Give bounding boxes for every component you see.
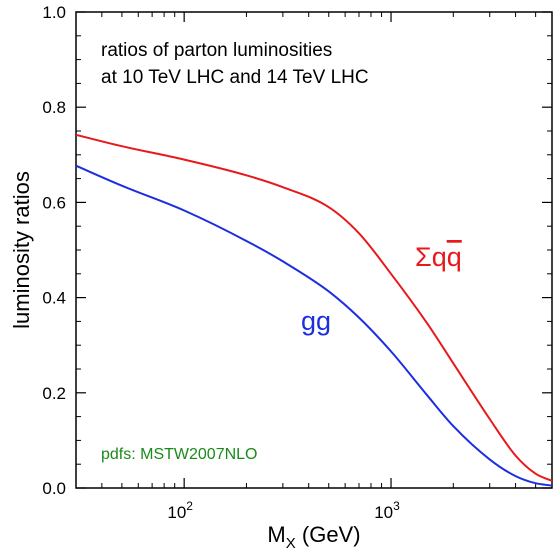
- series-label-gg: gg: [301, 306, 331, 336]
- x-tick-labels: 102 103: [167, 499, 400, 522]
- series-line-qqbar: [75, 133, 553, 482]
- y-tick-label: 1.0: [42, 3, 66, 22]
- x-tick-label: 103: [374, 499, 400, 522]
- x-axis-title-sub: X: [286, 535, 296, 552]
- y-tick-label: 0.0: [42, 479, 66, 498]
- x-axis-title-main: M: [267, 522, 285, 547]
- x-axis-title: MX (GeV): [267, 522, 360, 552]
- y-tick-label: 0.8: [42, 98, 66, 117]
- annotation-line-1: ratios of parton luminosities: [101, 40, 332, 61]
- series-label-qqbar: Σqq: [415, 242, 462, 272]
- axis-ticks: [75, 11, 553, 489]
- pdf-credit: pdfs: MSTW2007NLO: [101, 446, 258, 463]
- y-tick-label: 0.6: [42, 193, 66, 212]
- series-lines: [75, 133, 553, 487]
- annotation-line-2: at 10 TeV LHC and 14 TeV LHC: [101, 67, 369, 88]
- series-line-gg: [75, 164, 553, 487]
- y-axis-title: luminosity ratios: [9, 171, 34, 329]
- x-tick-label: 102: [167, 499, 193, 522]
- y-tick-label: 0.4: [42, 289, 66, 308]
- y-tick-label: 0.2: [42, 384, 66, 403]
- y-tick-labels: 0.0 0.2 0.4 0.6 0.8 1.0: [42, 3, 66, 498]
- series-label-qqbar-bar: q: [447, 242, 462, 272]
- series-label-qqbar-main: Σq: [415, 242, 447, 272]
- x-axis-title-rest: (GeV): [296, 522, 361, 547]
